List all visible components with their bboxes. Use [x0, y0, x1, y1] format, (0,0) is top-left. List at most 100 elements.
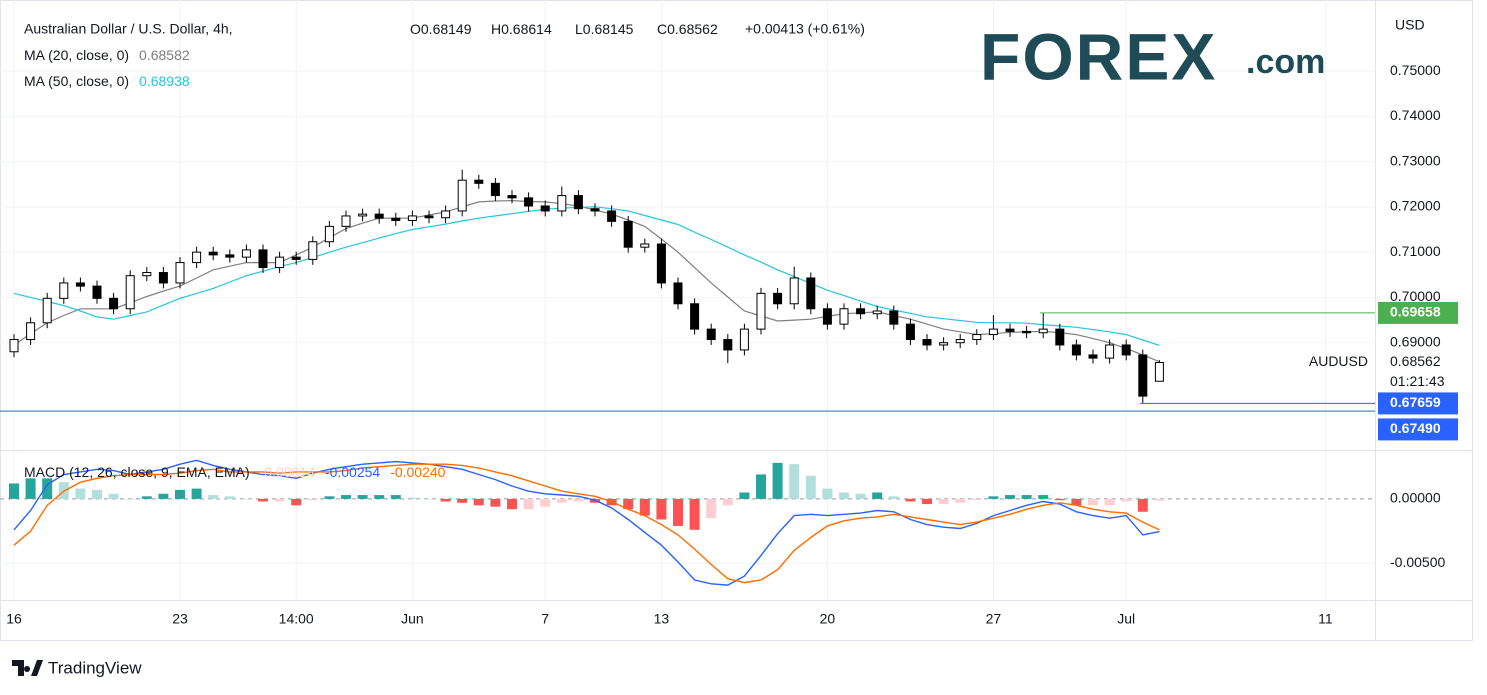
histogram-bar	[440, 498, 451, 502]
histogram-bar	[623, 498, 634, 510]
x-tick-label: 13	[654, 611, 670, 627]
price-label-box	[1378, 418, 1458, 441]
candle-body	[358, 213, 368, 217]
moving-average-line	[13, 206, 1160, 346]
legend-value: 0.68582	[139, 47, 190, 63]
candle-body	[1022, 330, 1032, 334]
y-tick-label: 0.70000	[1390, 288, 1441, 304]
histogram-bar	[224, 496, 235, 499]
histogram-bar	[1121, 498, 1132, 502]
y-tick-label: 0.75000	[1390, 62, 1441, 78]
legend-value: -0.00254	[325, 464, 380, 480]
ohlc-low: L0.68145	[575, 21, 634, 37]
y-tick-label: -0.00500	[1390, 554, 1445, 570]
histogram-bar	[772, 462, 783, 499]
candle-body	[59, 282, 69, 299]
histogram-bar	[888, 496, 899, 499]
histogram-bar	[1104, 498, 1115, 506]
histogram-bar	[307, 498, 318, 501]
footer-brand: TradingView	[48, 658, 142, 677]
macd-line	[13, 459, 1160, 586]
histogram-bar	[938, 498, 949, 505]
candle-body	[690, 303, 700, 330]
candle-body	[972, 334, 982, 341]
histogram-bar	[556, 498, 567, 503]
histogram-bar	[141, 496, 152, 499]
candle-body	[275, 256, 285, 269]
price-label: 0.67490	[1390, 420, 1441, 436]
histogram-bar	[673, 498, 683, 526]
ohlc-value: 0.68614	[501, 21, 552, 37]
histogram-bar	[756, 474, 766, 499]
histogram-bar	[291, 498, 302, 506]
candle-body	[308, 241, 318, 260]
candle-body	[1105, 344, 1115, 359]
histogram-bar	[374, 495, 385, 499]
histogram-bar	[872, 492, 883, 499]
candle-body	[988, 328, 998, 336]
y-tick-label: 0.73000	[1390, 152, 1441, 168]
histogram-bar	[490, 498, 501, 507]
price-label-box	[1378, 301, 1458, 324]
candle-body	[540, 205, 550, 212]
candle-body	[474, 179, 484, 184]
candle-body	[175, 262, 185, 284]
candle-body	[441, 210, 451, 219]
histogram-bar	[42, 478, 53, 499]
candle-body	[773, 292, 783, 305]
y-tick-label: 0.71000	[1390, 243, 1441, 259]
candle-body	[872, 310, 882, 315]
candle-body	[258, 249, 268, 269]
candle-body	[1038, 328, 1048, 334]
histogram-bar	[805, 475, 816, 499]
histogram-bar	[108, 493, 119, 499]
histogram-bar	[656, 498, 667, 520]
histogram-bar	[92, 489, 102, 499]
logo-brand: FOREX	[980, 19, 1217, 93]
symbol-title: Australian Dollar / U.S. Dollar, 4h,	[24, 21, 233, 37]
candle-body	[706, 328, 716, 341]
candle-body	[889, 310, 899, 325]
ohlc-value: 0.68562	[667, 21, 718, 37]
x-tick-label: 20	[820, 611, 836, 627]
candle-body	[225, 254, 235, 258]
tradingview-logo: TradingView	[12, 658, 142, 677]
histogram-bar	[1137, 498, 1148, 512]
candle-body	[905, 323, 915, 341]
histogram-bar	[1038, 495, 1049, 499]
histogram-bar	[739, 492, 750, 499]
candle-body	[507, 195, 517, 199]
last-price-label: 0.68562	[1390, 353, 1441, 369]
x-tick-label: Jun	[401, 611, 424, 627]
histogram-bar	[274, 498, 285, 502]
candle-body	[822, 308, 832, 325]
histogram-bar	[722, 498, 733, 506]
candle-body	[490, 182, 500, 197]
histogram-bar	[407, 497, 418, 499]
candle-body	[1154, 362, 1164, 382]
x-tick-label: 7	[541, 611, 549, 627]
candle-body	[922, 339, 932, 346]
histogram-bar	[9, 483, 19, 499]
y-tick-label: 0.69000	[1390, 333, 1441, 349]
histogram-bar	[357, 495, 368, 499]
ohlc-value: 0.68145	[583, 21, 634, 37]
candle-body	[673, 282, 683, 305]
candle-body	[291, 256, 301, 260]
legend-value: -0.00014	[260, 464, 315, 480]
grid	[0, 0, 1375, 600]
legend-name: MA (50, close, 0)	[24, 73, 129, 89]
candle-body	[341, 215, 351, 227]
x-tick-label: 14:00	[279, 611, 314, 627]
ohlc-open: O0.68149	[410, 21, 472, 37]
countdown-label: 01:21:43	[1390, 373, 1445, 389]
histogram-bar	[473, 498, 484, 506]
candle-body	[806, 277, 816, 310]
y-tick-label: 0.00000	[1390, 490, 1441, 506]
candle-body	[208, 251, 218, 256]
ohlc-label: L	[575, 21, 583, 37]
candle-body	[1071, 344, 1081, 356]
candle-body	[939, 342, 949, 346]
candle-body	[1138, 354, 1148, 397]
